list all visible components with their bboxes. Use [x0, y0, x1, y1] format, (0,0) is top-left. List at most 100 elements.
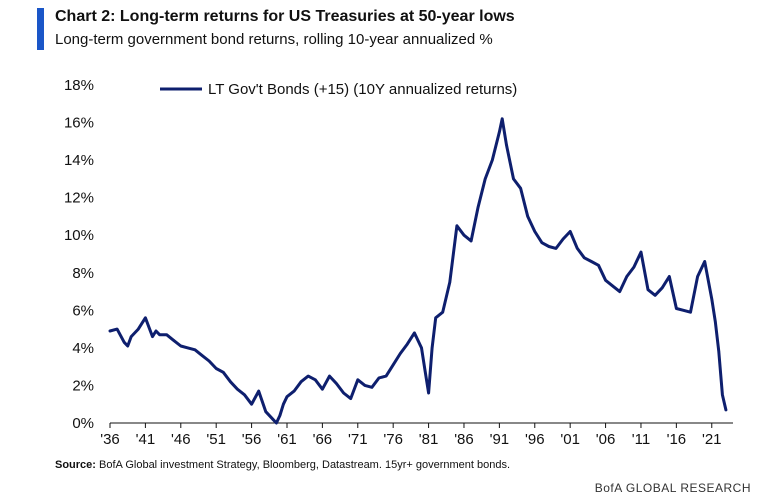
data-point — [285, 395, 289, 398]
data-point — [501, 117, 504, 121]
data-point — [420, 346, 423, 350]
x-tick-label: '61 — [277, 431, 297, 448]
data-point — [561, 237, 565, 241]
x-tick-label: '86 — [454, 431, 474, 448]
source-note: Source: BofA Global investment Strategy,… — [55, 459, 510, 471]
data-point — [356, 378, 359, 382]
data-point — [724, 408, 728, 412]
x-tick-label: '01 — [560, 431, 580, 448]
legend: LT Gov't Bonds (+15) (10Y annualized ret… — [160, 81, 517, 98]
x-tick-label: '91 — [490, 431, 510, 448]
y-tick-label: 12% — [64, 190, 94, 207]
data-point — [526, 215, 529, 218]
data-point — [193, 348, 197, 351]
x-tick-label: '36 — [100, 431, 120, 448]
data-point — [130, 335, 133, 338]
data-point — [576, 247, 579, 250]
data-point — [236, 388, 239, 391]
x-tick-label: '16 — [667, 431, 687, 448]
data-point — [257, 389, 260, 393]
line-chart: 0% 2% 4% 6% 8% 10% 12% 14% 16% 18% '36 '41 '46 '51 '5… — [64, 77, 733, 448]
y-tick-label: 14% — [64, 152, 94, 169]
data-point — [547, 245, 551, 248]
data-point — [172, 339, 175, 342]
data-point — [533, 230, 536, 233]
data-point — [639, 250, 643, 254]
data-point — [151, 335, 154, 338]
data-point — [349, 397, 352, 400]
chart-title: Chart 2: Long-term returns for US Treasu… — [55, 8, 515, 25]
y-tick-label: 18% — [64, 77, 94, 94]
x-tick-label: '56 — [242, 431, 262, 448]
data-point — [399, 352, 402, 355]
data-point — [476, 205, 480, 209]
data-point — [186, 346, 190, 350]
data-point — [484, 177, 487, 181]
brand-footer: BofA GLOBAL RESEARCH — [594, 481, 751, 495]
data-point — [512, 177, 515, 181]
data-point — [137, 327, 140, 331]
data-point — [611, 284, 614, 288]
x-tick-label: '46 — [171, 431, 191, 448]
data-point — [714, 320, 717, 323]
data-point — [430, 346, 434, 350]
title-accent-bar — [37, 8, 44, 50]
data-point — [314, 378, 317, 382]
data-point — [335, 382, 338, 385]
data-point — [703, 260, 706, 263]
x-tick-label: '06 — [596, 431, 616, 448]
y-tick-label: 0% — [72, 415, 94, 432]
data-point — [377, 376, 381, 380]
data-point — [264, 410, 267, 413]
data-point — [370, 386, 374, 389]
data-point — [321, 388, 324, 391]
data-point — [328, 374, 331, 378]
data-point — [165, 333, 168, 336]
data-point — [243, 393, 246, 397]
y-tick-label: 16% — [64, 115, 94, 132]
data-point — [384, 374, 388, 378]
data-point — [604, 279, 607, 282]
data-point — [271, 418, 275, 421]
x-tick-label: '41 — [136, 431, 156, 448]
y-tick-label: 6% — [72, 302, 94, 319]
data-point — [144, 316, 147, 320]
data-point — [200, 354, 204, 357]
data-point — [282, 403, 285, 406]
data-point — [625, 275, 629, 278]
x-tick-label: '71 — [348, 431, 368, 448]
data-point — [158, 333, 161, 336]
data-point — [653, 294, 657, 297]
data-point — [618, 290, 621, 293]
data-point — [154, 329, 158, 333]
data-point — [342, 391, 345, 395]
data-point — [696, 275, 699, 278]
data-point — [391, 363, 395, 366]
data-point — [689, 311, 692, 314]
data-point — [229, 380, 232, 383]
data-point — [469, 239, 473, 243]
data-point — [214, 367, 218, 370]
data-point — [115, 327, 119, 331]
x-tick-label: '66 — [313, 431, 333, 448]
y-tick-label: 4% — [72, 340, 94, 357]
data-point — [434, 316, 437, 320]
data-point — [491, 158, 494, 162]
data-point — [278, 414, 282, 417]
x-tick-label: '51 — [206, 431, 226, 448]
data-point — [590, 260, 593, 263]
data-point — [207, 359, 211, 363]
data-point — [250, 403, 253, 406]
data-point — [299, 380, 303, 383]
legend-label: LT Gov't Bonds (+15) (10Y annualized ret… — [208, 81, 517, 98]
data-point — [554, 247, 558, 250]
data-point — [710, 297, 713, 301]
data-point — [455, 224, 459, 228]
data-point — [179, 344, 182, 348]
data-point — [292, 389, 296, 393]
data-point — [675, 307, 678, 310]
source-text: BofA Global investment Strategy, Bloombe… — [99, 459, 511, 471]
data-point — [441, 311, 444, 314]
data-point — [108, 329, 112, 333]
data-point — [721, 393, 724, 397]
